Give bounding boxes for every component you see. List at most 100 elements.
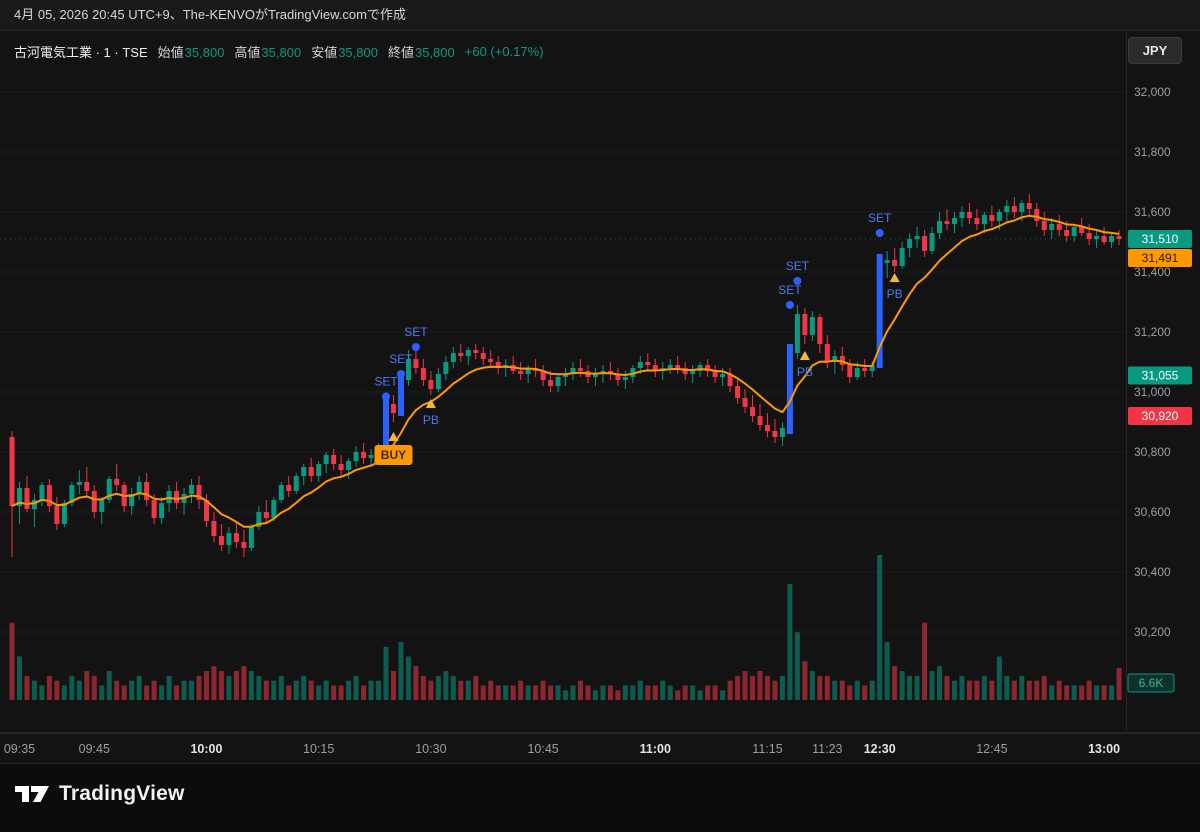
volume-bar bbox=[862, 685, 868, 700]
candle-body bbox=[353, 452, 359, 461]
candle-body bbox=[832, 356, 838, 362]
volume-bar bbox=[84, 671, 90, 700]
tradingview-logo-link[interactable]: TradingView bbox=[14, 782, 185, 806]
y-axis-label: 31,200 bbox=[1134, 325, 1171, 339]
set-signal-label: SET bbox=[778, 283, 802, 297]
volume-bar bbox=[129, 680, 135, 700]
volume-bar bbox=[959, 675, 965, 700]
candle-body bbox=[1049, 224, 1055, 230]
price-axis-badge[interactable] bbox=[1128, 249, 1192, 267]
candle-body bbox=[966, 212, 972, 218]
candle-body bbox=[854, 368, 860, 377]
volume-bar bbox=[563, 690, 569, 700]
candle-body bbox=[772, 431, 778, 437]
candle-body bbox=[248, 527, 254, 548]
candle-body bbox=[308, 467, 314, 476]
volume-bar bbox=[420, 675, 426, 700]
volume-bar bbox=[1049, 685, 1055, 700]
volume-bar bbox=[1019, 675, 1025, 700]
chart-panel[interactable] bbox=[0, 30, 1200, 733]
price-axis-badge[interactable] bbox=[1128, 407, 1192, 425]
symbol-title[interactable]: 古河電気工業 · 1 · TSE bbox=[14, 45, 148, 60]
volume-bar bbox=[1064, 685, 1070, 700]
candle-body bbox=[884, 260, 890, 263]
volume-bar bbox=[248, 671, 254, 700]
set-signal-label: SET bbox=[404, 325, 428, 339]
candle-body bbox=[1034, 209, 1040, 221]
volume-bar bbox=[383, 646, 389, 700]
volume-bar bbox=[488, 680, 494, 700]
volume-bar bbox=[720, 690, 726, 700]
volume-bar bbox=[1101, 685, 1107, 700]
candle-body bbox=[548, 380, 554, 386]
candle-body bbox=[361, 452, 367, 458]
volume-bar bbox=[435, 675, 441, 700]
candle-body bbox=[518, 371, 524, 374]
volume-bar bbox=[174, 685, 180, 700]
volume-bar bbox=[839, 680, 845, 700]
price-axis-badge[interactable] bbox=[1128, 366, 1192, 385]
volume-bar bbox=[443, 671, 449, 700]
volume-bar bbox=[540, 680, 546, 700]
volume-bar bbox=[1086, 680, 1092, 700]
candle-body bbox=[233, 533, 239, 542]
candle-body bbox=[690, 371, 696, 374]
candle-body bbox=[16, 488, 22, 506]
candle-body bbox=[1094, 236, 1100, 239]
ohlc-low: 安値35,800 bbox=[311, 42, 378, 61]
volume-bar bbox=[742, 671, 748, 700]
volume-bar bbox=[263, 680, 269, 700]
volume-bar bbox=[809, 671, 815, 700]
volume-bar bbox=[577, 680, 583, 700]
volume-bar bbox=[922, 622, 928, 700]
candle-body bbox=[435, 374, 441, 389]
candle-body bbox=[271, 500, 277, 518]
volume-bar bbox=[600, 685, 606, 700]
candle-body bbox=[129, 494, 135, 506]
volume-bar bbox=[615, 690, 621, 700]
time-axis-label: 12:30 bbox=[864, 742, 896, 756]
volume-bar bbox=[914, 675, 920, 700]
close-label: 終値 bbox=[387, 45, 414, 60]
time-axis-label: 10:30 bbox=[415, 742, 446, 756]
candle-body bbox=[712, 371, 718, 377]
candle-body bbox=[899, 248, 905, 266]
volume-bar bbox=[159, 685, 165, 700]
candle-body bbox=[420, 368, 426, 380]
volume-bar bbox=[91, 675, 97, 700]
candle-body bbox=[824, 344, 830, 362]
candle-body bbox=[286, 485, 292, 491]
volume-axis-badge[interactable] bbox=[1127, 673, 1175, 693]
time-axis-label: 10:45 bbox=[527, 742, 558, 756]
candle-body bbox=[645, 362, 651, 365]
volume-bar bbox=[1071, 685, 1077, 700]
candle-body bbox=[61, 503, 67, 524]
volume-bar bbox=[233, 671, 239, 700]
candle-body bbox=[802, 314, 808, 335]
price-axis-badge-label: 31,510 bbox=[1142, 232, 1179, 246]
signal-candle bbox=[786, 344, 793, 434]
volume-bar bbox=[181, 680, 187, 700]
ohlc-close: 終値35,800 bbox=[388, 42, 455, 61]
volume-bar bbox=[607, 685, 613, 700]
volume-bar bbox=[473, 675, 479, 700]
volume-bar bbox=[817, 675, 823, 700]
volume-bar bbox=[585, 685, 591, 700]
volume-bar bbox=[966, 680, 972, 700]
candle-body bbox=[929, 233, 935, 251]
candle-body bbox=[779, 428, 785, 437]
volume-bar bbox=[899, 671, 905, 700]
volume-bar bbox=[787, 584, 793, 700]
volume-bar bbox=[136, 675, 142, 700]
y-axis-label: 30,800 bbox=[1134, 445, 1171, 459]
currency-button[interactable]: JPY bbox=[1128, 37, 1182, 64]
time-axis-label: 11:00 bbox=[640, 742, 671, 756]
volume-bar bbox=[555, 685, 561, 700]
price-axis-badge[interactable] bbox=[1128, 230, 1192, 248]
volume-bar bbox=[61, 685, 67, 700]
time-axis[interactable] bbox=[0, 733, 1200, 764]
time-axis-label: 13:00 bbox=[1088, 742, 1120, 756]
time-axis-label: 10:15 bbox=[303, 742, 334, 756]
candle-body bbox=[847, 365, 853, 377]
